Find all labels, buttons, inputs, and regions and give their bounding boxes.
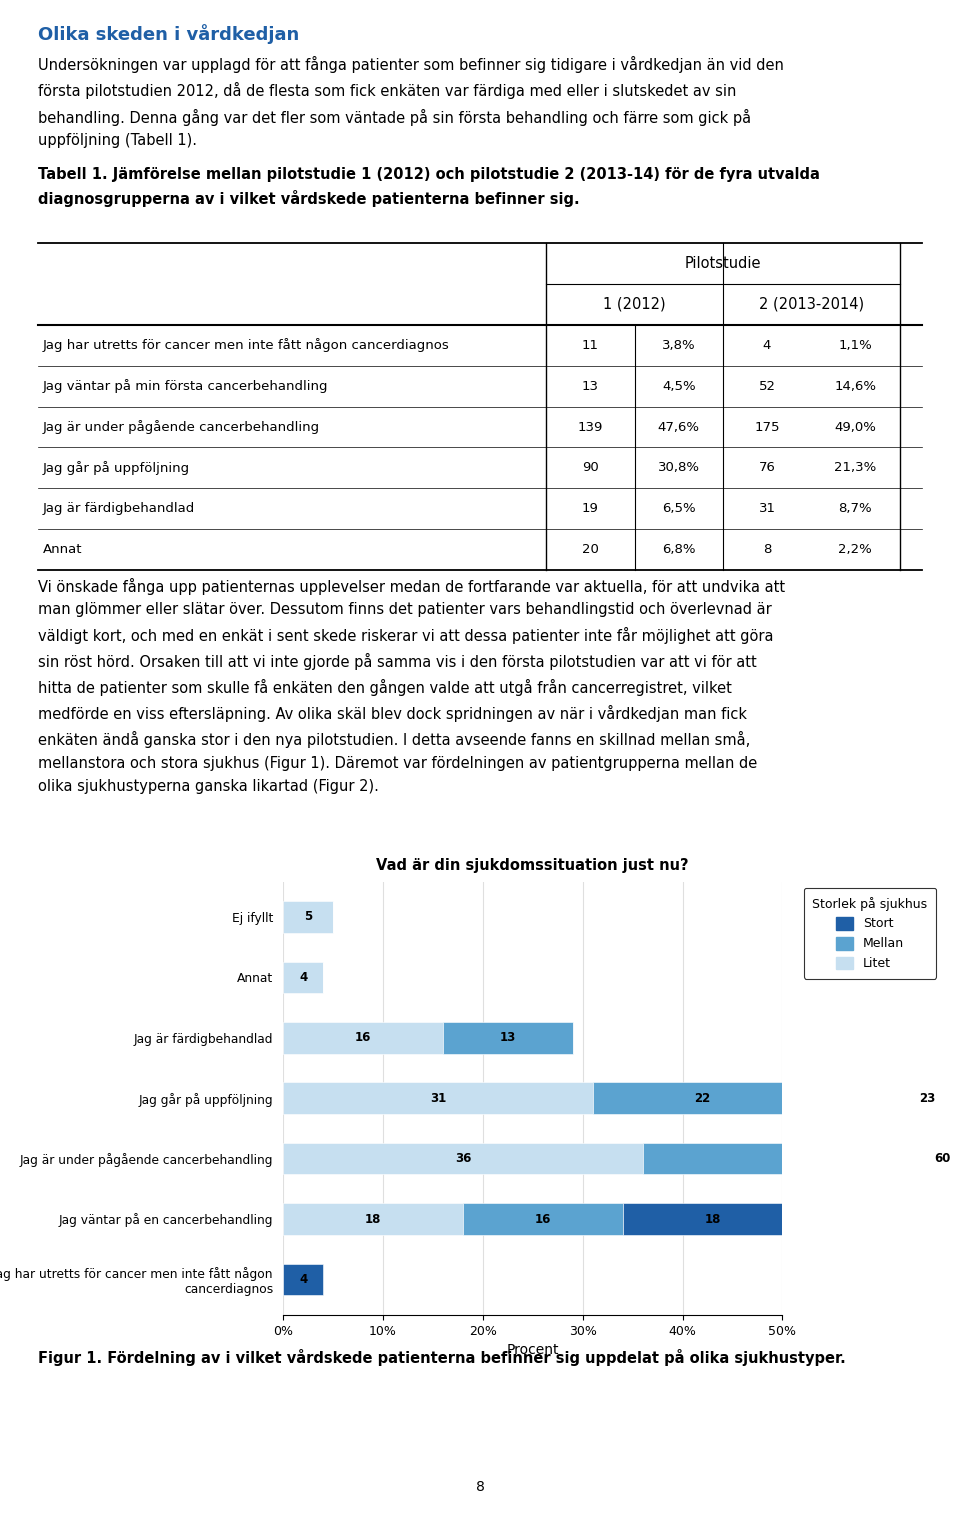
Text: Undersökningen var upplagd för att fånga patienter som befinner sig tidigare i v: Undersökningen var upplagd för att fånga…: [38, 56, 784, 149]
Bar: [283, 1082, 592, 1114]
Text: 11: 11: [582, 339, 599, 351]
Bar: [283, 1263, 324, 1295]
Text: 52: 52: [758, 380, 776, 392]
Text: Olika skeden i vårdkedjan: Olika skeden i vårdkedjan: [38, 24, 300, 44]
Text: 31: 31: [758, 502, 776, 515]
Bar: [283, 901, 333, 933]
Text: 8,7%: 8,7%: [838, 502, 873, 515]
Text: Vi önskade fånga upp patienternas upplevelser medan de fortfarande var aktuella,: Vi önskade fånga upp patienternas upplev…: [38, 578, 785, 793]
Bar: [443, 1021, 573, 1053]
Text: 6,8%: 6,8%: [662, 543, 695, 556]
Bar: [283, 962, 324, 993]
Text: 8: 8: [763, 543, 771, 556]
Legend: Stort, Mellan, Litet: Stort, Mellan, Litet: [804, 888, 936, 979]
Bar: [592, 1082, 812, 1114]
Text: 20: 20: [582, 543, 599, 556]
Text: Pilotstudie: Pilotstudie: [684, 257, 761, 271]
Title: Vad är din sjukdomssituation just nu?: Vad är din sjukdomssituation just nu?: [376, 859, 689, 874]
Text: Annat: Annat: [43, 543, 83, 556]
Text: 22: 22: [694, 1091, 710, 1105]
Text: 90: 90: [582, 462, 599, 474]
Text: Jag har utretts för cancer men inte fått någon cancerdiagnos: Jag har utretts för cancer men inte fått…: [43, 339, 449, 353]
Text: 21,3%: 21,3%: [834, 462, 876, 474]
Text: Tabell 1. Jämförelse mellan pilotstudie 1 (2012) och pilotstudie 2 (2013-14) för: Tabell 1. Jämförelse mellan pilotstudie …: [38, 167, 820, 207]
Text: Jag går på uppföljning: Jag går på uppföljning: [43, 461, 190, 474]
Text: 19: 19: [582, 502, 599, 515]
Text: Jag väntar på min första cancerbehandling: Jag väntar på min första cancerbehandlin…: [43, 378, 328, 394]
Text: 14,6%: 14,6%: [834, 380, 876, 392]
Text: 2,2%: 2,2%: [838, 543, 873, 556]
Text: 36: 36: [455, 1152, 471, 1166]
Text: 139: 139: [578, 421, 603, 433]
Bar: [283, 1021, 443, 1053]
Text: 1 (2012): 1 (2012): [603, 296, 666, 312]
Text: Jag är under pågående cancerbehandling: Jag är under pågående cancerbehandling: [43, 420, 320, 435]
Text: 18: 18: [365, 1213, 381, 1225]
Text: 4: 4: [300, 1272, 307, 1286]
Text: 16: 16: [535, 1213, 551, 1225]
Text: 13: 13: [582, 380, 599, 392]
Text: Figur 1. Fördelning av i vilket vårdskede patienterna befinner sig uppdelat på o: Figur 1. Fördelning av i vilket vårdsked…: [38, 1348, 846, 1366]
Text: 13: 13: [500, 1031, 516, 1044]
Text: 5: 5: [304, 910, 312, 924]
Text: 23: 23: [919, 1091, 935, 1105]
Text: 47,6%: 47,6%: [658, 421, 700, 433]
Text: 3,8%: 3,8%: [661, 339, 696, 351]
Text: 2 (2013-2014): 2 (2013-2014): [758, 296, 864, 312]
Bar: [283, 1204, 463, 1234]
Bar: [283, 1143, 642, 1175]
Text: 60: 60: [934, 1152, 950, 1166]
Bar: [623, 1204, 803, 1234]
Text: 31: 31: [430, 1091, 446, 1105]
Text: 8: 8: [475, 1479, 485, 1494]
Text: 30,8%: 30,8%: [658, 462, 700, 474]
Bar: [463, 1204, 623, 1234]
Text: 49,0%: 49,0%: [834, 421, 876, 433]
Text: 4,5%: 4,5%: [661, 380, 696, 392]
X-axis label: Procent: Procent: [507, 1344, 559, 1357]
Text: Jag är färdigbehandlad: Jag är färdigbehandlad: [43, 502, 195, 515]
Text: 6,5%: 6,5%: [661, 502, 696, 515]
Bar: [642, 1143, 960, 1175]
Text: 4: 4: [300, 971, 307, 983]
Bar: [812, 1082, 960, 1114]
Text: 16: 16: [355, 1031, 372, 1044]
Text: 18: 18: [705, 1213, 721, 1225]
Text: 175: 175: [755, 421, 780, 433]
Text: 4: 4: [763, 339, 771, 351]
Text: 76: 76: [758, 462, 776, 474]
Text: 1,1%: 1,1%: [838, 339, 873, 351]
